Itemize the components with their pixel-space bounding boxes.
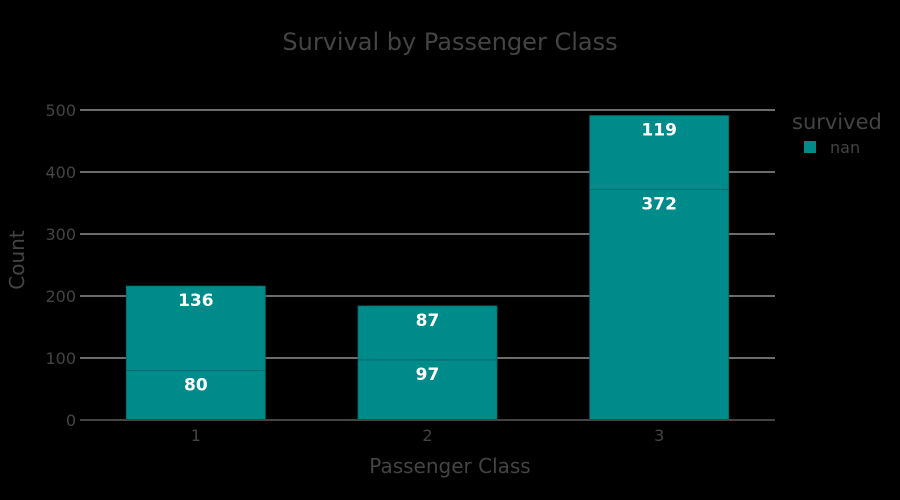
legend-items[interactable]: nan	[804, 138, 860, 157]
y-axis-title: Count	[5, 230, 29, 290]
bar-class-3-segment-1[interactable]	[589, 188, 730, 421]
y-tick-label-500: 500	[45, 101, 76, 120]
y-tick-label-200: 200	[45, 287, 76, 306]
bar-label-class-2-segment-1: 97	[416, 365, 440, 385]
chart-title: Survival by Passenger Class	[282, 28, 617, 56]
bar-label-class-1-segment-1: 80	[184, 375, 208, 395]
bar-label-class-1-segment-2: 136	[178, 291, 214, 311]
bar-class-2-segment-2[interactable]	[357, 305, 498, 361]
y-tick-label-0: 0	[66, 411, 76, 430]
bar-class-3-segment-2[interactable]	[589, 115, 730, 190]
bar-label-class-3-segment-1: 372	[641, 194, 677, 214]
legend-swatch-nan[interactable]	[804, 141, 816, 153]
x-tick-label-3: 3	[654, 426, 664, 445]
y-tick-label-400: 400	[45, 163, 76, 182]
legend-label-nan[interactable]: nan	[830, 138, 860, 157]
y-axis-ticks: 0 100 200 300 400 500	[45, 101, 76, 430]
x-axis-title: Passenger Class	[369, 454, 530, 478]
bar-labels: 80 136 97 87 372 119	[178, 121, 677, 396]
bar-class-1-segment-1[interactable]	[125, 369, 266, 421]
bar-class-1-segment-2[interactable]	[125, 285, 266, 371]
legend-title: survived	[792, 110, 882, 134]
x-tick-label-2: 2	[422, 426, 432, 445]
x-axis-ticks: 1 2 3	[191, 426, 665, 445]
bars	[125, 115, 730, 421]
bar-label-class-3-segment-2: 119	[641, 121, 677, 141]
legend[interactable]: survived nan	[792, 110, 882, 157]
y-tick-label-100: 100	[45, 349, 76, 368]
bar-label-class-2-segment-2: 87	[416, 311, 440, 331]
x-tick-label-1: 1	[191, 426, 201, 445]
y-tick-label-300: 300	[45, 225, 76, 244]
